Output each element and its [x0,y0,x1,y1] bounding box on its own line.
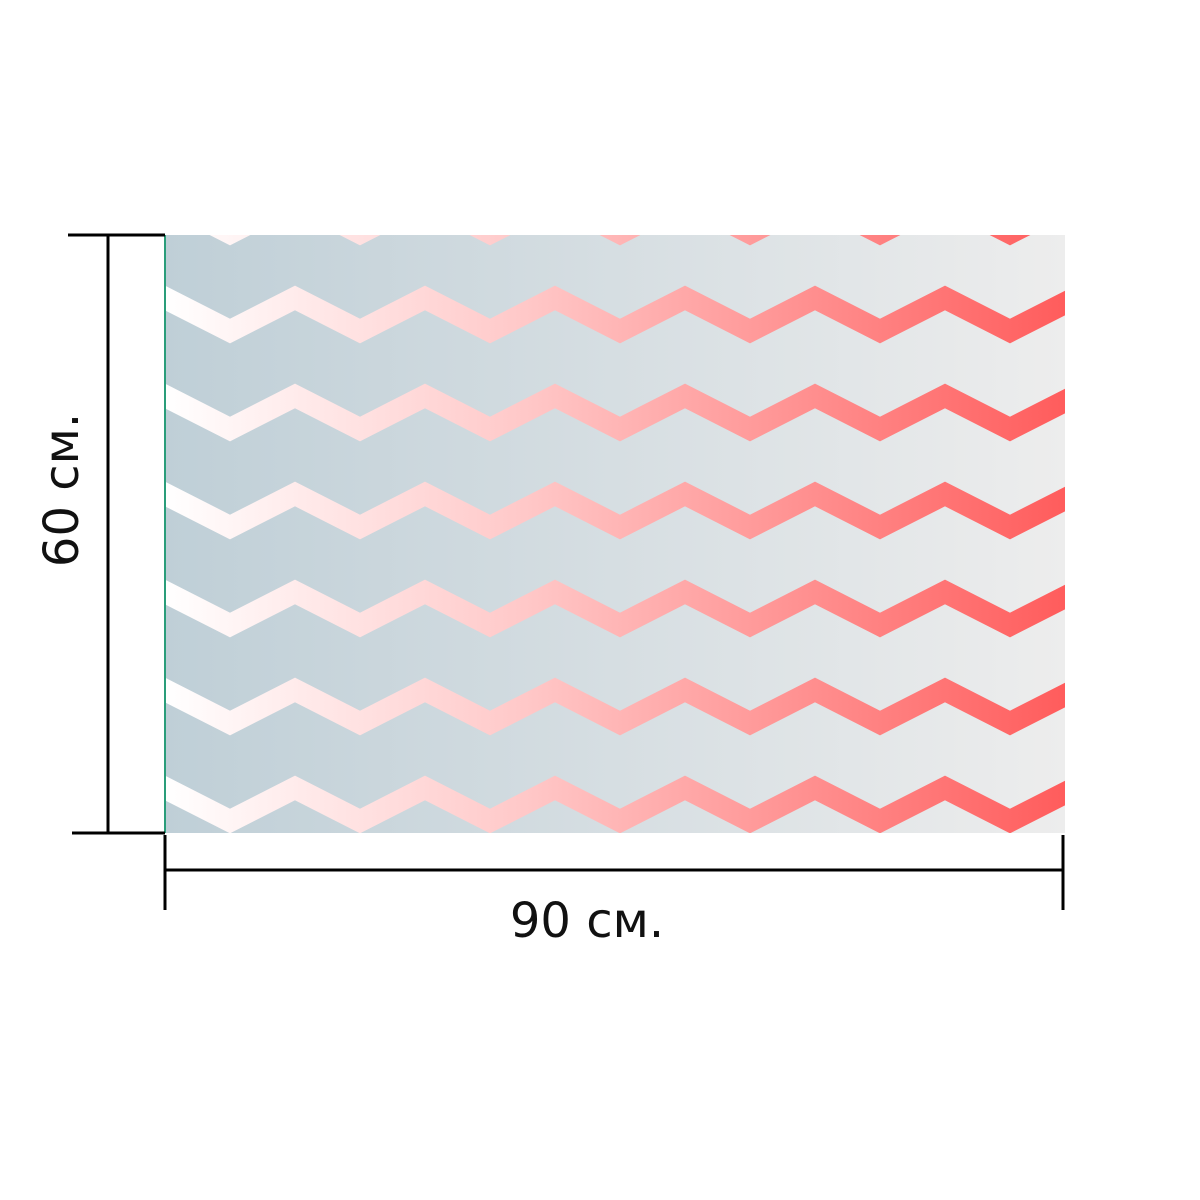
zigzag-pattern [165,235,1065,833]
zigzag-stripe [209,235,1031,246]
zigzag-stripe [165,383,1065,442]
height-label: 60 см. [34,413,90,567]
height-dimension [68,233,165,835]
zigzag-stripe [165,481,1065,540]
zigzag-stripe [165,285,1065,344]
zigzag-stripe [165,775,1065,833]
width-dimension [163,835,1065,910]
zigzag-stripe [165,579,1065,638]
width-label: 90 см. [510,893,664,949]
zigzag-stripe [165,677,1065,736]
